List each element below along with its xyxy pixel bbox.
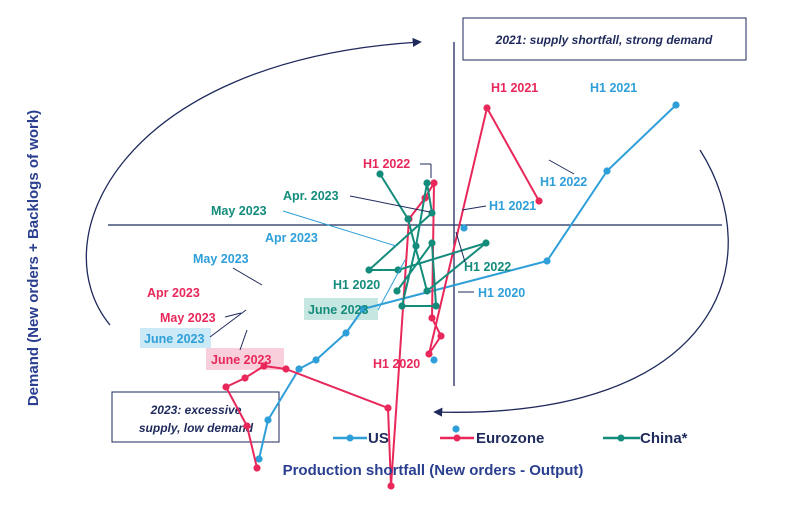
eurozone-point-11: [260, 362, 268, 370]
china-point-8: [412, 242, 420, 250]
label-ez-h1-2020: H1 2020: [373, 357, 420, 371]
eurozone-point-3: [437, 332, 445, 340]
leader-us-h1-2022: [548, 159, 575, 175]
series-us: [255, 101, 680, 463]
legend-eurozone-label: Eurozone: [476, 430, 544, 447]
china-point-6: [428, 209, 436, 217]
legend-us-label: US: [368, 430, 389, 447]
legend: US Eurozone China*: [333, 430, 688, 447]
label-china-apr-2023: Apr. 2023: [283, 189, 339, 203]
leader-china-june: [377, 259, 406, 311]
label-ez-june-2023: June 2023: [211, 353, 272, 367]
label-us-h1-2021-mid: H1 2021: [489, 199, 536, 213]
note-2023-line1: 2023: excessive: [150, 403, 242, 417]
label-us-h1-2020: H1 2020: [478, 286, 525, 300]
eurozone-series-line: [225, 107, 540, 487]
label-ez-apr-2023: Apr 2023: [147, 286, 200, 300]
label-us-june-2023: June 2023: [144, 332, 205, 346]
leader-ez-may-2023: [224, 312, 242, 318]
series-china: [365, 170, 490, 310]
label-china-june-2023: June 2023: [308, 303, 369, 317]
label-china-may-2023: May 2023: [211, 204, 267, 218]
eurozone-point-13: [222, 383, 230, 391]
legend-china-label: China*: [640, 430, 688, 447]
eurozone-point-9: [384, 404, 392, 412]
china-point-2: [423, 287, 431, 295]
china-point-10: [432, 302, 440, 310]
label-china-h1-2022: H1 2022: [464, 260, 511, 274]
eurozone-point-15: [253, 464, 261, 472]
eurozone-point-1: [483, 104, 491, 112]
leader-china-h1-2022: [455, 231, 466, 263]
china-point-5: [365, 266, 373, 274]
china-point-9: [398, 302, 406, 310]
china-point-0: [376, 170, 384, 178]
label-china-h1-2020: H1 2020: [333, 278, 380, 292]
cycle-arrow-bottom: [433, 149, 729, 417]
us-point-4: [342, 329, 350, 337]
us-point-5: [312, 356, 320, 364]
eurozone-point-12: [241, 374, 249, 382]
china-point-11: [428, 239, 436, 247]
note-2023-line2: supply, low demand: [139, 421, 254, 435]
us-point-11: [430, 356, 438, 364]
legend-item-china: China*: [603, 430, 688, 447]
cycle-arrow-top: [85, 37, 422, 326]
x-axis-title: Production shortfall (New orders - Outpu…: [283, 462, 584, 479]
eurozone-point-10: [282, 365, 290, 373]
leader-us-may-2023: [232, 267, 263, 286]
eurozone-point-14: [243, 422, 251, 430]
eurozone-point-4: [428, 314, 436, 322]
china-point-7: [423, 179, 431, 187]
us-point-10: [452, 425, 460, 433]
legend-china-marker: [617, 434, 625, 442]
y-axis-title: Demand (New orders + Backlogs of work): [25, 110, 42, 406]
china-point-1: [404, 215, 412, 223]
series-eurozone: [222, 104, 543, 490]
label-ez-may-2023: May 2023: [160, 311, 216, 325]
legend-ez-marker: [453, 434, 461, 442]
us-point-9: [460, 224, 468, 232]
label-us-apr-2023: Apr 2023: [265, 231, 318, 245]
us-point-7: [264, 416, 272, 424]
note-box-2021: [462, 17, 747, 61]
us-point-6: [295, 365, 303, 373]
label-us-may-2023: May 2023: [193, 252, 249, 266]
leader-us-h1-2021: [461, 205, 487, 211]
legend-item-us: US: [333, 430, 389, 447]
us-series-line: [258, 104, 677, 460]
legend-item-eurozone: Eurozone: [440, 430, 544, 447]
leader-us-june-2023: [209, 309, 247, 338]
eurozone-point-5: [430, 179, 438, 187]
legend-us-marker: [346, 434, 354, 442]
leader-china-apr: [349, 195, 431, 213]
note-box-2023: [111, 391, 280, 443]
eurozone-point-8: [387, 482, 395, 490]
china-point-12: [393, 287, 401, 295]
note-2021: 2021: supply shortfall, strong demand: [495, 33, 713, 47]
us-point-3: [359, 305, 367, 313]
us-point-0: [672, 101, 680, 109]
us-point-8: [255, 455, 263, 463]
label-us-h1-2021-top: H1 2021: [590, 81, 637, 95]
us-june-label-bg: [140, 328, 211, 348]
leader-lines: [209, 159, 575, 351]
leader-china-may: [282, 210, 397, 247]
eurozone-point-0: [535, 197, 543, 205]
label-ez-h1-2021: H1 2021: [491, 81, 538, 95]
label-ez-h1-2022: H1 2022: [363, 157, 410, 171]
leader-ez-june-2023: [239, 329, 248, 351]
china-point-4: [394, 266, 402, 274]
label-us-h1-2022: H1 2022: [540, 175, 587, 189]
us-point-2: [543, 257, 551, 265]
us-point-1: [603, 167, 611, 175]
china-point-3: [482, 239, 490, 247]
eurozone-point-2: [425, 350, 433, 358]
